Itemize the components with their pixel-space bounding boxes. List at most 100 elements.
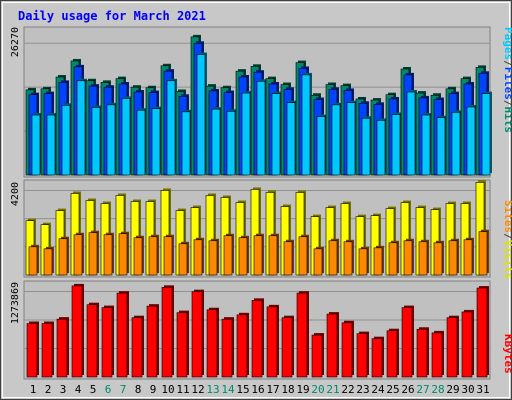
bar-pages [376, 118, 387, 176]
bar-pages [76, 78, 87, 176]
bar-sites-face [223, 235, 233, 276]
x-tick-label: 16 [251, 383, 264, 396]
bar-kbytes [446, 315, 459, 378]
bar-kbytes [56, 317, 69, 378]
bar-kbytes [71, 283, 84, 378]
bar-sites [193, 237, 204, 276]
x-tick-label: 2 [45, 383, 52, 396]
legend-sep: / [502, 60, 512, 67]
bar-pages-face [46, 114, 56, 176]
bar-pages [406, 90, 417, 176]
x-tick-label: 3 [60, 383, 67, 396]
bar-pages-face [31, 114, 41, 176]
bar-sites-face [253, 235, 263, 276]
hits-bars [25, 34, 492, 176]
bar-sites-face [193, 239, 203, 276]
bar-pages-face [121, 98, 131, 176]
legend-hits: Hits [502, 107, 512, 134]
bar-sites [298, 234, 309, 276]
bar-sites-face [178, 243, 188, 276]
bar-kbytes-face [101, 307, 113, 378]
bar-sites-face [133, 237, 143, 276]
bar-sites [28, 244, 39, 276]
bar-sites [388, 240, 399, 276]
bar-kbytes [206, 307, 219, 378]
bar-pages-face [241, 92, 251, 176]
bar-pages [301, 72, 312, 176]
legend-visits: Visits [502, 240, 512, 280]
bar-sites [148, 234, 159, 276]
bar-kbytes-face [461, 311, 473, 378]
x-tick-label: 8 [135, 383, 142, 396]
x-tick-label: 11 [176, 383, 189, 396]
bar-kbytes-face [206, 309, 218, 378]
bar-kbytes-face [236, 314, 248, 378]
bar-kbytes-face [311, 334, 323, 378]
bar-kbytes-face [146, 305, 158, 378]
bar-kbytes [26, 321, 39, 378]
x-tick-label: 30 [461, 383, 474, 396]
bar-kbytes [386, 328, 399, 378]
bar-sites-face [328, 240, 338, 276]
hits-legend: Pages/Files/Hits [502, 27, 512, 133]
kbytes-bars [26, 283, 489, 378]
bar-pages [31, 113, 42, 176]
bar-kbytes [401, 305, 414, 378]
bar-kbytes-face [191, 291, 203, 378]
bar-pages-face [91, 107, 101, 176]
x-tick-label: 22 [341, 383, 354, 396]
bar-kbytes-face [386, 330, 398, 378]
visits-ymax-label: 4200 [10, 182, 21, 206]
x-tick-label: 27 [416, 383, 429, 396]
bar-sites-face [73, 234, 83, 276]
bar-sites [328, 238, 339, 276]
x-tick-label: 21 [326, 383, 339, 396]
x-tick-label: 18 [281, 383, 294, 396]
legend-pages: Pages [502, 27, 512, 60]
bar-pages-face [166, 80, 176, 176]
bar-pages [466, 105, 477, 176]
bar-pages-face [151, 108, 161, 176]
x-tick-label: 10 [161, 383, 174, 396]
bar-kbytes-face [116, 292, 128, 378]
bar-kbytes-face [131, 317, 143, 378]
bar-pages [91, 105, 102, 176]
bar-kbytes [131, 315, 144, 378]
bar-kbytes [371, 336, 384, 378]
bar-kbytes [236, 312, 249, 378]
legend-sep: / [502, 100, 512, 107]
bar-pages-face [421, 114, 431, 176]
bar-pages-face [76, 80, 86, 176]
bar-pages-face [181, 111, 191, 176]
x-tick-label: 19 [296, 383, 309, 396]
bar-pages [391, 112, 402, 176]
bar-pages [241, 91, 252, 176]
bar-kbytes-face [341, 322, 353, 378]
bar-sites [178, 241, 189, 276]
x-tick-label: 9 [150, 383, 157, 396]
bar-kbytes [296, 291, 309, 378]
bar-kbytes [41, 321, 54, 378]
bar-sites [223, 233, 234, 276]
x-tick-label: 12 [191, 383, 204, 396]
x-tick-label: 17 [266, 383, 279, 396]
bar-kbytes-face [356, 333, 368, 378]
bar-sites [433, 240, 444, 276]
bar-sites [238, 235, 249, 276]
bar-pages-face [406, 91, 416, 176]
bar-pages [196, 52, 207, 176]
bar-kbytes [266, 304, 279, 378]
bar-sites [478, 229, 489, 276]
x-tick-label: 31 [476, 383, 489, 396]
hits-ymax-label: 26270 [10, 27, 21, 57]
bar-pages [436, 115, 447, 176]
bar-pages-face [301, 74, 311, 176]
bar-pages [166, 78, 177, 176]
bar-kbytes-face [326, 313, 338, 378]
bar-kbytes-face [476, 287, 488, 378]
x-tick-label: 15 [236, 383, 249, 396]
bar-sites [313, 246, 324, 276]
bar-kbytes-face [251, 300, 263, 378]
